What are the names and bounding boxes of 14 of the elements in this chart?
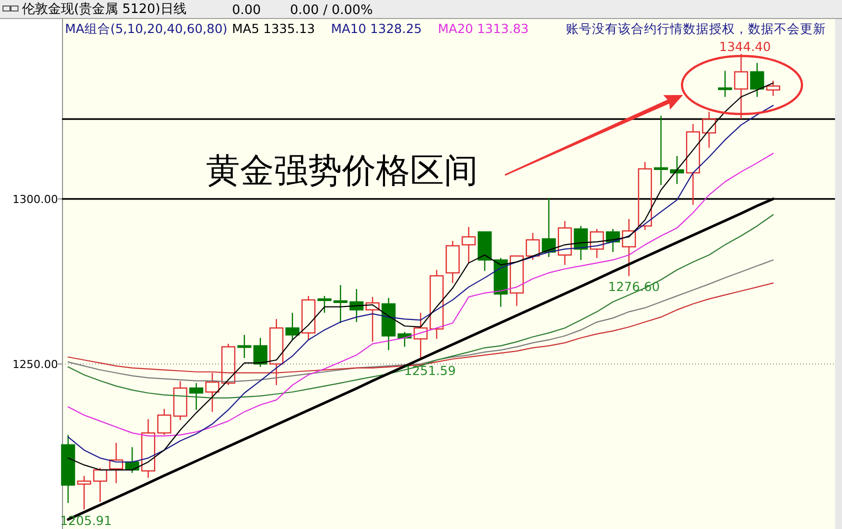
chart-title: 伦敦金现(贵金属 5120)日线 bbox=[22, 2, 186, 17]
y-tick-label: 1250.00 bbox=[12, 358, 58, 371]
annotation: 黄金强势价格区间 bbox=[206, 151, 478, 191]
y-tick-label: 1300.00 bbox=[12, 192, 58, 206]
text: MA10 1328.25 bbox=[330, 21, 422, 36]
text: MA5 1335.13 bbox=[232, 21, 315, 36]
annotation: 1251.59 bbox=[404, 363, 456, 378]
text: 0.00 bbox=[232, 3, 261, 18]
annotation: 1344.40 bbox=[719, 39, 771, 54]
text: 0.00 / 0.00% bbox=[290, 3, 373, 18]
annotation: 账号没有该合约行情数据授权，数据不会更新 bbox=[566, 21, 826, 36]
annotation: MA组合(5,10,20,40,60,80) bbox=[65, 21, 228, 36]
annotation: 1205.91 bbox=[60, 513, 112, 528]
text: MA20 1313.83 bbox=[438, 21, 529, 36]
